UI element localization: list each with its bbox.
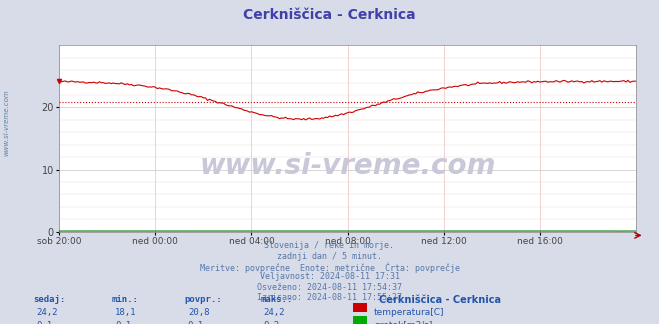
Text: Slovenija / reke in morje.: Slovenija / reke in morje.	[264, 241, 395, 250]
Text: 24,2: 24,2	[264, 308, 285, 317]
Text: Cerkniščica - Cerknica: Cerkniščica - Cerknica	[379, 295, 501, 305]
Text: 0,2: 0,2	[264, 321, 279, 324]
Text: maks.:: maks.:	[260, 295, 293, 304]
Text: www.si-vreme.com: www.si-vreme.com	[3, 90, 9, 156]
Text: Cerkniščica - Cerknica: Cerkniščica - Cerknica	[243, 8, 416, 22]
Text: pretok[m3/s]: pretok[m3/s]	[374, 321, 432, 324]
Text: 0,1: 0,1	[188, 321, 204, 324]
Text: min.:: min.:	[112, 295, 139, 304]
Text: Meritve: povprečne  Enote: metrične  Črta: povprečje: Meritve: povprečne Enote: metrične Črta:…	[200, 262, 459, 272]
Text: Osveženo: 2024-08-11 17:54:37: Osveženo: 2024-08-11 17:54:37	[257, 283, 402, 292]
Text: 20,8: 20,8	[188, 308, 210, 317]
Text: www.si-vreme.com: www.si-vreme.com	[200, 153, 496, 180]
Text: 0,1: 0,1	[36, 321, 52, 324]
Text: 18,1: 18,1	[115, 308, 137, 317]
Text: povpr.:: povpr.:	[185, 295, 222, 304]
Text: 0,1: 0,1	[115, 321, 131, 324]
Text: sedaj:: sedaj:	[33, 295, 65, 304]
Text: zadnji dan / 5 minut.: zadnji dan / 5 minut.	[277, 252, 382, 261]
Text: Veljavnost: 2024-08-11 17:31: Veljavnost: 2024-08-11 17:31	[260, 272, 399, 282]
Text: temperatura[C]: temperatura[C]	[374, 308, 444, 317]
Text: 24,2: 24,2	[36, 308, 58, 317]
Text: Izrisano: 2024-08-11 17:55:27: Izrisano: 2024-08-11 17:55:27	[257, 293, 402, 302]
